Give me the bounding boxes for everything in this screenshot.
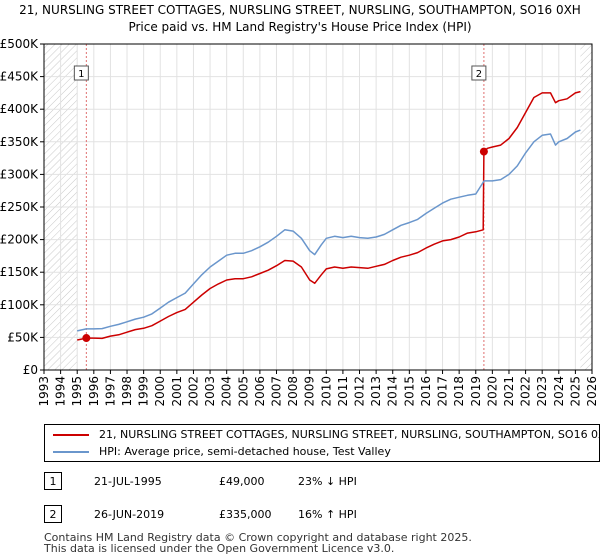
legend-swatch-hpi <box>53 451 89 453</box>
x-tick-label: 2016 <box>419 376 433 407</box>
sale-row-2: 2 26-JUN-2019 £335,000 16% ↑ HPI <box>44 505 600 525</box>
legend-label-hpi: HPI: Average price, semi-detached house,… <box>99 445 391 458</box>
x-tick-label: 1993 <box>37 376 51 407</box>
y-tick-label: £500K <box>0 37 39 51</box>
legend: 21, NURSLING STREET COTTAGES, NURSLING S… <box>44 424 600 462</box>
y-tick-label: £350K <box>0 135 39 149</box>
sale-price-2: £335,000 <box>219 508 272 521</box>
y-tick-label: £150K <box>0 265 39 279</box>
footer-line-2: This data is licensed under the Open Gov… <box>44 542 395 555</box>
y-tick-label: £0 <box>23 363 38 377</box>
x-tick-label: 2005 <box>236 376 250 407</box>
y-tick-label: £300K <box>0 167 39 181</box>
sale-badge-1: 1 <box>44 472 62 490</box>
title-line-1: 21, NURSLING STREET COTTAGES, NURSLING S… <box>19 3 581 17</box>
legend-label-property: 21, NURSLING STREET COTTAGES, NURSLING S… <box>99 428 600 441</box>
sale-label-box-2 <box>471 65 487 81</box>
x-tick-label: 2003 <box>203 376 217 407</box>
sale-price-1: £49,000 <box>219 475 265 488</box>
x-tick-label: 2025 <box>568 376 582 407</box>
y-tick-label: £400K <box>0 102 39 116</box>
sale-point-1 <box>82 334 91 343</box>
grid <box>43 43 593 371</box>
y-tick-label: £450K <box>0 70 39 84</box>
legend-item-hpi: HPI: Average price, semi-detached house,… <box>53 444 391 460</box>
x-tick-label: 2007 <box>269 376 283 407</box>
sale-hpi-1: 23% ↓ HPI <box>298 475 357 488</box>
sale-date-1: 21-JUL-1995 <box>94 475 162 488</box>
sale-hpi-2: 16% ↑ HPI <box>298 508 357 521</box>
x-tick-label: 1998 <box>120 376 134 407</box>
x-tick-label: 2018 <box>452 376 466 407</box>
sale-date-2: 26-JUN-2019 <box>94 508 165 521</box>
x-tick-label: 2006 <box>253 376 267 407</box>
x-tick-label: 2012 <box>353 376 367 407</box>
x-tick-label: 2024 <box>552 376 566 407</box>
series-lines <box>77 90 581 341</box>
series-line-hpi <box>77 129 581 332</box>
chart-title: 21, NURSLING STREET COTTAGES, NURSLING S… <box>0 2 600 36</box>
y-tick-label: £200K <box>0 233 39 247</box>
x-tick-label: 2015 <box>402 376 416 407</box>
x-tick-label: 2026 <box>585 376 599 407</box>
x-tick-label: 1995 <box>70 376 84 407</box>
title-line-2: Price paid vs. HM Land Registry's House … <box>128 20 472 34</box>
sale-row-1: 1 21-JUL-1995 £49,000 23% ↓ HPI <box>44 472 600 492</box>
x-tick-label: 2001 <box>170 376 184 407</box>
x-tick-label: 1994 <box>54 376 68 407</box>
x-tick-label: 1996 <box>87 376 101 407</box>
x-tick-label: 2009 <box>303 376 317 407</box>
series-line-property <box>77 90 581 341</box>
x-tick-label: 1997 <box>103 376 117 407</box>
x-tick-label: 2022 <box>519 376 533 407</box>
legend-item-property: 21, NURSLING STREET COTTAGES, NURSLING S… <box>53 427 600 443</box>
y-tick-label: £100K <box>0 298 39 312</box>
x-tick-label: 2017 <box>436 376 450 407</box>
x-tick-label: 2023 <box>535 376 549 407</box>
sale-label-box-1 <box>73 65 89 81</box>
y-tick-label: £50K <box>7 330 39 344</box>
x-tick-label: 2002 <box>186 376 200 407</box>
x-tick-label: 2014 <box>386 376 400 407</box>
footer: Contains HM Land Registry data © Crown c… <box>44 532 472 554</box>
axes: £0 £50K £100K £150K £200K £250K £300K £350K £400… <box>0 37 599 407</box>
x-tick-label: 2010 <box>319 376 333 407</box>
x-tick-label: 2011 <box>336 376 350 407</box>
x-tick-label: 1999 <box>137 376 151 407</box>
sale-label-1: 1 <box>78 69 84 80</box>
sale-label-2: 2 <box>476 69 482 80</box>
x-tick-label: 2008 <box>286 376 300 407</box>
footer-line-1: Contains HM Land Registry data © Crown c… <box>44 531 472 544</box>
x-tick-label: 2004 <box>220 376 234 407</box>
y-tick-label: £250K <box>0 200 39 214</box>
x-tick-label: 2021 <box>502 376 516 407</box>
x-tick-label: 2020 <box>485 376 499 407</box>
sale-point-2 <box>479 147 488 156</box>
legend-swatch-property <box>53 434 89 436</box>
x-tick-label: 2013 <box>369 376 383 407</box>
x-tick-label: 2000 <box>153 376 167 407</box>
x-tick-label: 2019 <box>469 376 483 407</box>
sale-badge-2: 2 <box>44 505 62 523</box>
